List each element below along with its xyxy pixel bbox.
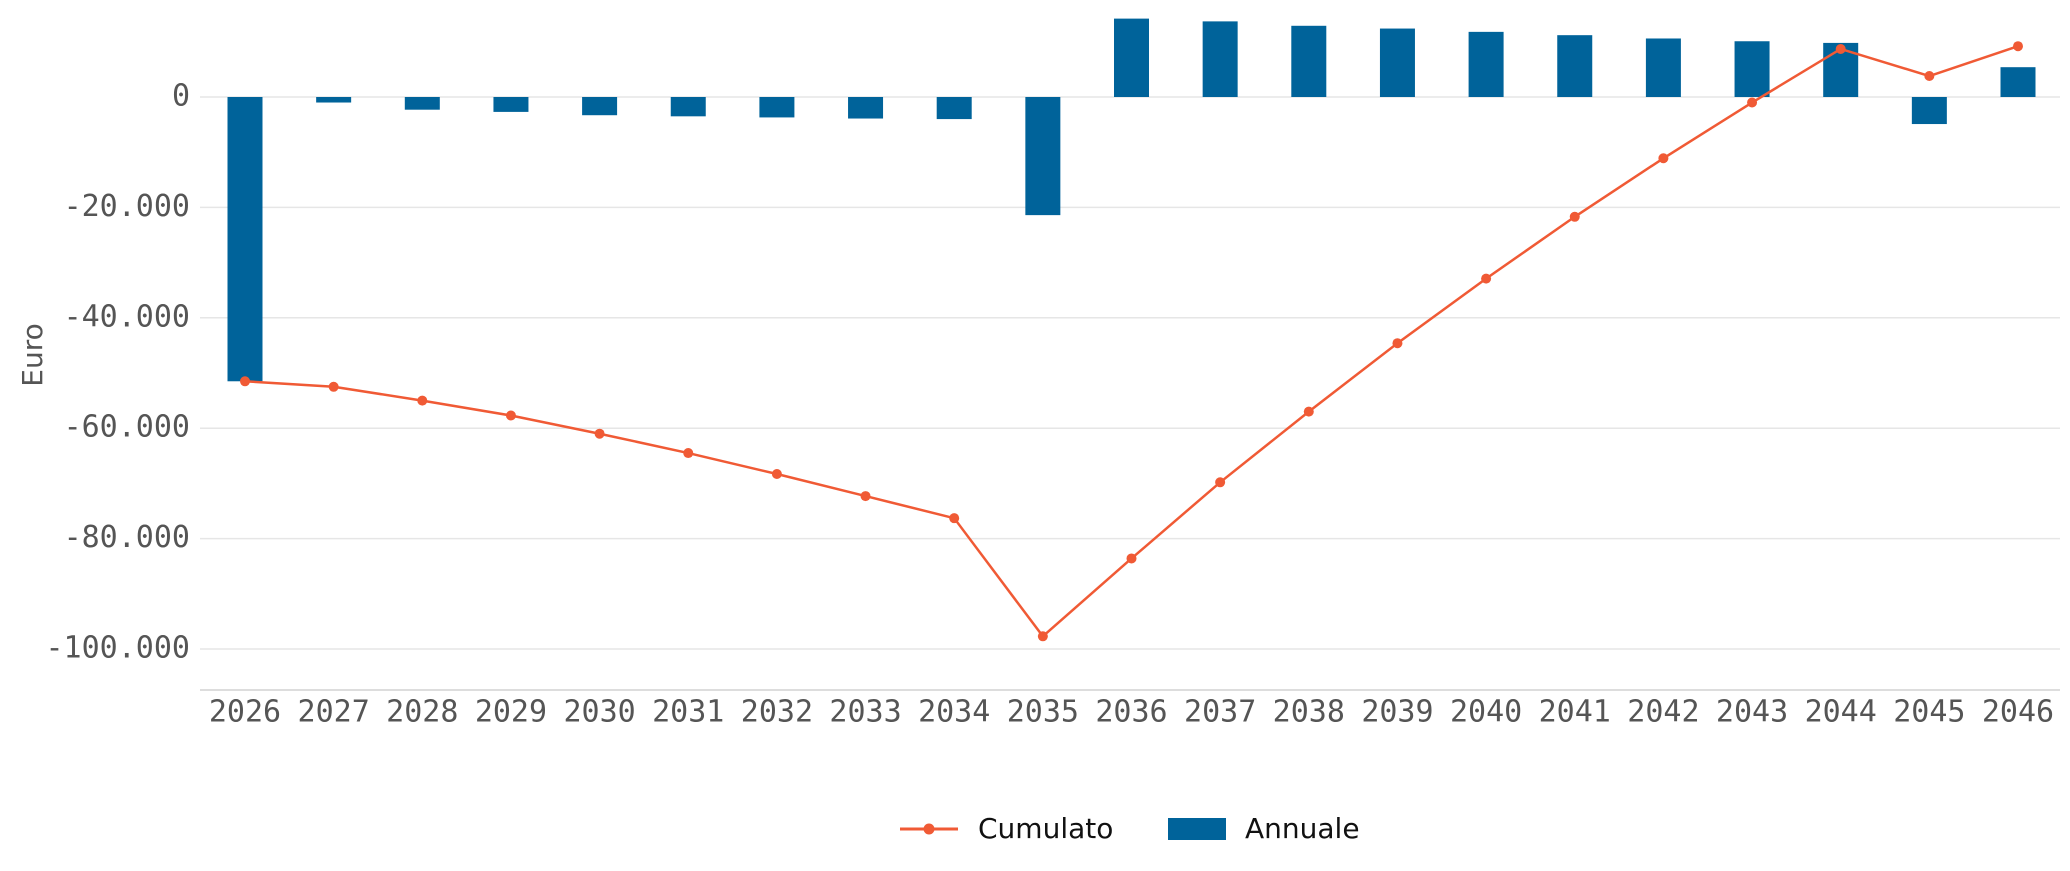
x-tick-label: 2026	[209, 695, 281, 730]
x-tick-label: 2029	[475, 695, 547, 730]
y-tick-label: -80.000	[64, 520, 190, 555]
y-tick-label: -60.000	[64, 410, 190, 445]
y-tick-label: -20.000	[64, 189, 190, 224]
point-2036	[1126, 553, 1137, 564]
point-2029	[505, 410, 516, 421]
x-tick-label: 2033	[829, 695, 901, 730]
x-tick-label: 2037	[1184, 695, 1256, 730]
bar-2046	[2000, 67, 2036, 97]
bar-series-annuale	[227, 18, 2036, 382]
bar-2039	[1379, 28, 1415, 97]
x-tick-label: 2043	[1716, 695, 1788, 730]
bar-2031	[670, 97, 706, 117]
bar-2033	[848, 97, 884, 119]
point-2034	[949, 513, 960, 524]
point-2046	[2013, 41, 2023, 52]
x-tick-label: 2038	[1273, 695, 1345, 730]
bar-2035	[1025, 97, 1061, 216]
bar-2030	[582, 97, 618, 116]
point-2041	[1569, 211, 1580, 222]
bar-2032	[759, 97, 795, 118]
x-tick-label: 2036	[1095, 695, 1167, 730]
x-tick-label: 2044	[1805, 695, 1877, 730]
line-series-cumulato	[240, 41, 2023, 642]
cumulato-line	[244, 45, 2019, 639]
bar-2040	[1468, 31, 1504, 98]
x-tick-label: 2045	[1893, 695, 1965, 730]
point-2040	[1481, 273, 1492, 284]
x-tick-label: 2042	[1627, 695, 1699, 730]
y-tick-label: -100.000	[46, 631, 191, 666]
x-tick-label: 2034	[918, 695, 990, 730]
point-2032	[771, 469, 782, 480]
x-tick-label: 2041	[1539, 695, 1611, 730]
point-2038	[1303, 406, 1314, 417]
point-2035	[1037, 631, 1048, 642]
y-axis-ticks: 0 -20.000 -40.000 -60.000 -80.000 -100.000	[46, 79, 191, 666]
bar-2026	[227, 97, 263, 382]
bar-2036	[1114, 18, 1149, 98]
bar-2034	[936, 97, 972, 120]
legend-item-annuale: Annuale	[1168, 812, 1360, 845]
point-2031	[683, 448, 694, 459]
bar-2041	[1557, 35, 1593, 97]
point-2039	[1392, 338, 1403, 349]
point-2044	[1835, 43, 1846, 54]
point-2033	[860, 491, 871, 502]
bar-2043	[1734, 41, 1770, 97]
x-tick-label: 2030	[563, 695, 635, 730]
bar-2038	[1291, 25, 1327, 97]
point-2045	[1924, 71, 1935, 82]
x-axis-ticks: 2026 2027 2028 2029 2030 2031 2032 2033 2034 2035…	[209, 695, 2054, 730]
x-tick-label: 2027	[298, 695, 370, 730]
x-tick-label: 2035	[1007, 695, 1079, 730]
x-tick-label: 2028	[386, 695, 458, 730]
legend-line-marker	[923, 823, 935, 835]
x-tick-label: 2032	[741, 695, 813, 730]
bar-2042	[1645, 38, 1681, 97]
legend-label-cumulato: Cumulato	[978, 812, 1113, 845]
bar-2029	[493, 97, 529, 112]
point-2043	[1747, 97, 1758, 108]
y-axis-title: Euro	[16, 323, 49, 386]
point-2030	[594, 428, 605, 439]
bar-2037	[1202, 21, 1238, 97]
legend-bar-swatch	[1168, 818, 1226, 840]
legend: Cumulato Annuale	[900, 812, 1360, 845]
x-tick-label: 2040	[1450, 695, 1522, 730]
y-tick-label: -40.000	[64, 299, 190, 334]
legend-item-cumulato: Cumulato	[900, 812, 1113, 845]
point-2042	[1658, 153, 1669, 164]
x-tick-label: 2039	[1361, 695, 1433, 730]
x-tick-label: 2031	[652, 695, 724, 730]
legend-label-annuale: Annuale	[1245, 812, 1360, 845]
grid-lines	[200, 96, 2060, 650]
point-2028	[417, 395, 428, 406]
point-2027	[328, 381, 339, 392]
bar-2027	[316, 97, 352, 103]
point-2037	[1215, 477, 1226, 488]
point-2026	[240, 376, 250, 387]
x-tick-label: 2046	[1982, 695, 2054, 730]
bar-2045	[1911, 97, 1947, 125]
bar-2028	[404, 97, 440, 110]
y-tick-label: 0	[172, 79, 190, 114]
